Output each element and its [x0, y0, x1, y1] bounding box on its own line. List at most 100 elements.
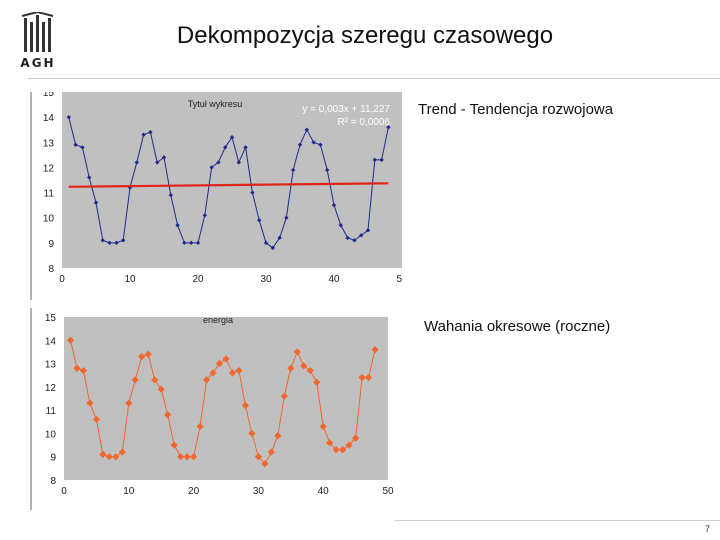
data-point-marker	[287, 364, 295, 372]
data-point-marker	[332, 446, 340, 454]
data-point-marker	[209, 165, 214, 170]
data-point-marker	[177, 453, 185, 461]
y-tick-label: 15	[43, 92, 55, 99]
y-tick-label: 8	[48, 264, 54, 275]
x-tick-label: 20	[188, 486, 200, 497]
data-point-marker	[202, 213, 207, 218]
data-point-marker	[105, 453, 113, 461]
data-point-marker	[318, 142, 323, 147]
seasonal-chart-svg: 8 9 10 11 12 13 14 15 0 10 20 30 40 50 energia	[30, 308, 400, 510]
agh-logo: AGH	[18, 10, 58, 74]
y-tick-label: 8	[50, 476, 56, 487]
data-point-marker	[134, 160, 139, 165]
data-point-marker	[243, 145, 248, 150]
data-point-marker	[372, 157, 377, 163]
x-tick-label: 10	[123, 486, 135, 497]
data-point-marker	[112, 453, 120, 461]
data-point-marker	[284, 215, 289, 220]
data-point-marker	[379, 157, 384, 163]
data-point-marker	[223, 145, 228, 150]
data-point-marker	[151, 376, 159, 384]
data-point-marker	[250, 190, 255, 195]
x-tick-label: 20	[192, 274, 204, 285]
data-point-marker	[144, 350, 152, 358]
x-tick-label: 0	[61, 486, 67, 497]
trend-chart: 8 9 10 11 12 13 14 15 0 10 20 30 40 50 Tytuł wykresu y …	[30, 92, 402, 300]
data-point-marker	[263, 240, 269, 246]
chart-title: Tytuł wykresu	[188, 99, 243, 109]
data-point-marker	[100, 238, 105, 243]
data-point-marker	[293, 348, 301, 356]
y-tick-label: 11	[44, 189, 55, 200]
data-point-marker	[257, 218, 262, 223]
data-point-marker	[114, 240, 119, 246]
y-tick-label: 10	[45, 429, 57, 440]
data-point-marker	[352, 434, 360, 442]
y-tick-label: 13	[45, 360, 57, 371]
y-tick-label: 12	[45, 383, 57, 394]
x-tick-label: 10	[124, 274, 136, 285]
data-point-marker	[261, 460, 269, 468]
data-point-marker	[236, 160, 241, 165]
data-point-marker	[311, 140, 316, 145]
trend-caption: Trend - Tendencja rozwojowa	[418, 101, 614, 118]
logo-text: AGH	[20, 56, 56, 70]
y-tick-label: 14	[43, 113, 55, 124]
data-point-marker	[73, 364, 81, 372]
page-number: 7	[704, 524, 710, 534]
data-point-marker	[270, 245, 275, 251]
data-point-marker	[352, 238, 357, 243]
data-point-marker	[121, 238, 126, 243]
plot-area	[64, 317, 388, 480]
data-point-marker	[66, 114, 71, 120]
data-point-marker	[386, 125, 391, 130]
data-point-marker	[291, 167, 296, 173]
data-point-marker	[107, 240, 112, 246]
trend-line	[68, 182, 389, 188]
y-tick-label: 10	[43, 214, 55, 225]
data-point-marker	[148, 130, 153, 135]
trend-chart-svg: 8 9 10 11 12 13 14 15 0 10 20 30 40 50 Tytuł wykresu y …	[30, 92, 402, 300]
data-point-marker	[195, 240, 201, 246]
y-tick-label: 11	[46, 406, 57, 417]
x-tick-label: 50	[396, 274, 402, 285]
slide-title: Dekompozycja szeregu czasowego	[176, 22, 554, 49]
x-tick-label: 40	[328, 274, 340, 285]
data-point-marker	[359, 233, 364, 238]
y-tick-label: 14	[45, 336, 57, 347]
data-point-marker	[190, 453, 198, 461]
chart-title: energia	[203, 315, 233, 325]
y-tick-label: 9	[48, 239, 54, 250]
data-point-marker	[183, 453, 191, 461]
data-point-marker	[339, 446, 347, 454]
data-point-marker	[155, 160, 160, 165]
seasonal-caption: Wahania okresowe (roczne)	[424, 318, 611, 335]
data-point-marker	[175, 223, 180, 228]
data-point-marker	[297, 142, 303, 147]
data-point-marker	[161, 155, 167, 160]
data-point-marker	[189, 240, 194, 246]
x-tick-label: 30	[260, 274, 272, 285]
regression-annotation: R² = 0,0006	[337, 117, 390, 128]
x-tick-label: 40	[318, 486, 330, 497]
data-point-marker	[118, 448, 126, 456]
data-point-marker	[80, 145, 85, 150]
seasonal-chart: 8 9 10 11 12 13 14 15 0 10 20 30 40 50 energia	[30, 308, 400, 510]
data-point-marker	[182, 240, 187, 246]
data-point-marker	[241, 401, 250, 410]
data-point-marker	[93, 200, 99, 205]
regression-annotation: y = 0,003x + 11,227	[302, 104, 390, 115]
data-point-marker	[87, 175, 92, 180]
data-point-marker	[304, 127, 309, 132]
data-point-marker	[313, 378, 321, 386]
x-tick-label: 50	[382, 486, 394, 497]
y-tick-label: 15	[45, 313, 57, 324]
data-point-marker	[371, 346, 379, 354]
agh-logo-emblem	[21, 10, 54, 52]
data-point-marker	[364, 373, 373, 382]
y-tick-label: 12	[43, 163, 55, 174]
data-point-marker	[229, 135, 235, 140]
data-point-marker	[277, 235, 282, 241]
data-point-marker	[216, 160, 221, 165]
data-point-marker	[274, 432, 282, 440]
